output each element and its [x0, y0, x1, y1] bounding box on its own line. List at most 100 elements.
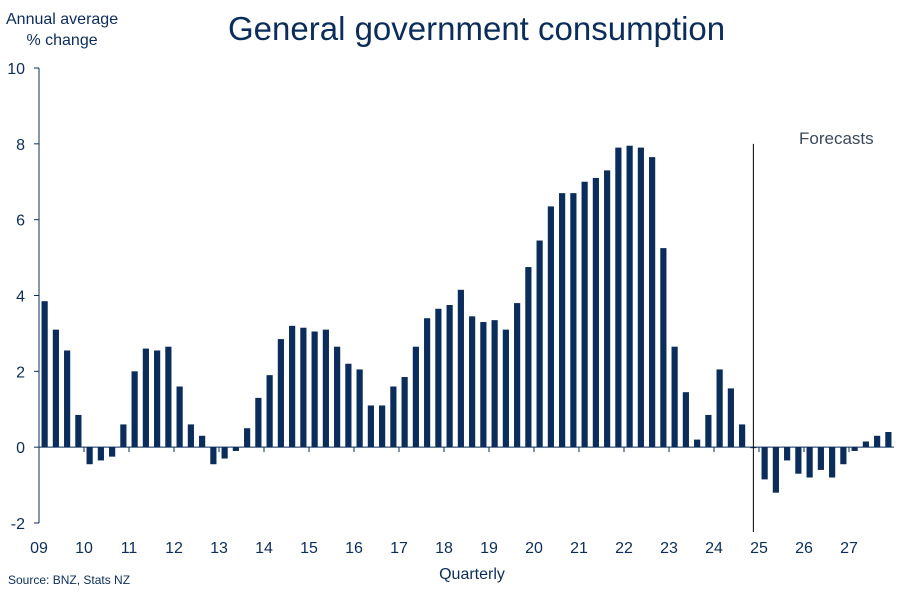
x-axis-title: Quarterly [439, 566, 505, 583]
bar [379, 405, 386, 448]
x-tick-label: 20 [525, 540, 543, 557]
x-tick-label: 12 [165, 540, 183, 557]
bar [649, 157, 656, 448]
bar [176, 386, 183, 448]
bar [592, 177, 599, 448]
chart-title: General government consumption [228, 10, 726, 47]
bar [559, 193, 566, 448]
x-tick-label: 24 [705, 540, 723, 557]
bar [795, 447, 802, 474]
bar [356, 369, 363, 448]
x-tick-label: 09 [30, 540, 48, 557]
bar [255, 397, 262, 448]
bar [266, 375, 273, 448]
x-axis: 09 10 11 12 13 14 15 16 17 18 19 20 21 22 23 24 25 26 27 [30, 446, 894, 557]
x-tick-label: 19 [480, 540, 498, 557]
bar [536, 240, 543, 448]
bar [446, 304, 453, 448]
bar [64, 350, 71, 448]
bar [694, 439, 701, 448]
bars-group [41, 145, 892, 493]
y-tick-label: -2 [11, 516, 25, 533]
x-tick-label: 10 [75, 540, 93, 557]
bar [671, 346, 678, 448]
bar [806, 447, 813, 478]
y-tick-label: 2 [16, 364, 25, 381]
x-tick-label: 17 [390, 540, 408, 557]
x-tick-label: 21 [570, 540, 588, 557]
bar [322, 329, 329, 448]
y-tick-label: 8 [16, 137, 25, 154]
bar [345, 363, 352, 448]
bar [457, 289, 464, 448]
bar [570, 193, 577, 448]
x-tick-label: 23 [660, 540, 678, 557]
bar [851, 447, 858, 451]
bar [142, 348, 149, 448]
y-axis-label-line1: Annual average [6, 11, 119, 28]
bar [840, 447, 847, 465]
bar [75, 414, 82, 448]
bar [727, 388, 734, 448]
bar [289, 325, 296, 448]
bar [514, 303, 521, 448]
bar [97, 447, 104, 461]
bar [615, 147, 622, 448]
y-axis-label: Annual average % change [6, 9, 118, 51]
bar [581, 181, 588, 448]
bar [244, 428, 251, 448]
bar [660, 248, 667, 448]
bar [739, 424, 746, 448]
x-tick-label: 18 [435, 540, 453, 557]
bar [52, 329, 59, 448]
bar [412, 346, 419, 448]
bar [885, 432, 892, 448]
x-tick-label: 14 [255, 540, 273, 557]
x-tick-label: 27 [840, 540, 858, 557]
y-axis-label-line2: % change [26, 32, 98, 49]
bar [232, 447, 239, 451]
bar [761, 447, 768, 480]
y-tick-label: 10 [7, 61, 25, 78]
bar [424, 318, 431, 448]
bar [491, 320, 498, 448]
bar [86, 447, 93, 465]
bar [154, 350, 161, 448]
x-tick-label: 15 [300, 540, 318, 557]
x-tick-label: 26 [795, 540, 813, 557]
bar [716, 369, 723, 448]
bar [705, 414, 712, 448]
forecasts-annotation: Forecasts [799, 129, 874, 148]
bar [401, 377, 408, 448]
source-note: Source: BNZ, Stats NZ [8, 573, 131, 587]
x-tick-label: 16 [345, 540, 363, 557]
bar [109, 447, 116, 457]
y-tick-label: 0 [16, 440, 25, 457]
bar [187, 424, 194, 448]
bar [367, 405, 374, 448]
bar [210, 447, 217, 465]
bar [120, 424, 127, 448]
bar [390, 386, 397, 448]
bar [334, 346, 341, 448]
bar [626, 145, 633, 448]
y-axis: -2 0 2 4 6 8 10 [7, 61, 40, 533]
bar [300, 327, 307, 448]
x-tick-label: 25 [750, 540, 768, 557]
bar [682, 392, 689, 448]
bar [502, 329, 509, 448]
bar [784, 447, 791, 461]
bar [874, 435, 881, 448]
bar [862, 441, 869, 448]
bar [547, 206, 554, 448]
bar [131, 371, 138, 448]
bar [41, 301, 48, 448]
bar [199, 435, 206, 448]
bar [817, 447, 824, 470]
bar [435, 308, 442, 448]
bar [525, 267, 532, 448]
y-tick-label: 6 [16, 213, 25, 230]
x-tick-label: 13 [210, 540, 228, 557]
bar [165, 346, 172, 448]
